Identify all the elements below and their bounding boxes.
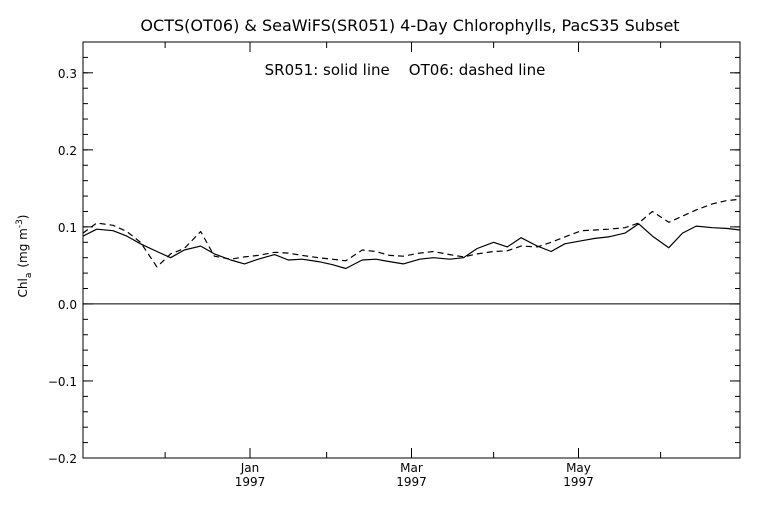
y-tick-label: 0.3 bbox=[58, 67, 77, 81]
y-label-sup: -3 bbox=[15, 219, 25, 228]
y-label-main: Chl bbox=[16, 278, 30, 297]
y-label-sub: a bbox=[24, 273, 34, 279]
y-tick-label: 0.0 bbox=[58, 298, 77, 312]
plot-area-frame bbox=[82, 41, 741, 459]
y-tick-label: −0.1 bbox=[48, 375, 77, 389]
series-line-ot06 bbox=[82, 198, 741, 268]
y-tick-label: 0.2 bbox=[58, 144, 77, 158]
x-tick-label-year: 1997 bbox=[235, 475, 266, 489]
x-tick-label-month: May bbox=[566, 461, 591, 475]
y-label-unit-post: ) bbox=[16, 214, 30, 219]
x-tick-label-year: 1997 bbox=[563, 475, 594, 489]
x-tick-label-year: 1997 bbox=[396, 475, 427, 489]
y-tick-label: 0.1 bbox=[58, 221, 77, 235]
line-style-annotation: SR051: solid line OT06: dashed line bbox=[265, 61, 546, 79]
x-tick-label-month: Mar bbox=[400, 461, 423, 475]
y-axis: −0.2 −0.1 0.0 0.1 0.2 0.3 bbox=[48, 41, 740, 466]
series-layer bbox=[82, 198, 741, 270]
y-axis-label: Chla (mg m-3) bbox=[15, 214, 34, 297]
chart-title: OCTS(OT06) & SeaWiFS(SR051) 4-Day Chloro… bbox=[140, 16, 679, 35]
series-line-sr051 bbox=[82, 223, 741, 270]
y-label-unit-pre: (mg m bbox=[16, 228, 30, 268]
x-tick-label-month: Jan bbox=[240, 461, 260, 475]
y-tick-label: −0.2 bbox=[48, 452, 77, 466]
